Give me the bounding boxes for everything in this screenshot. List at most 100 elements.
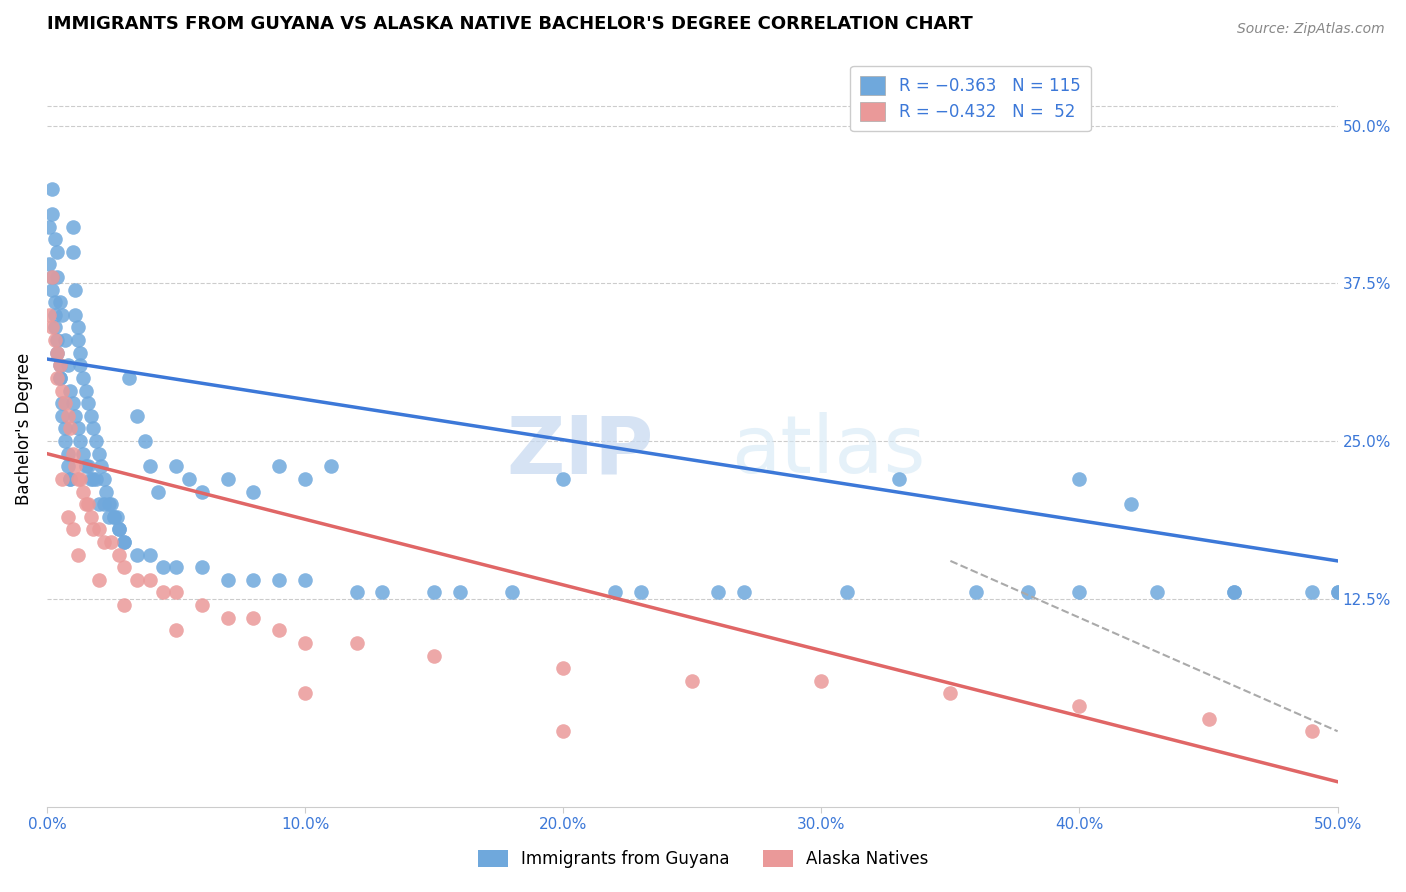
Point — [44, 295, 66, 310]
Point — [56, 409, 79, 423]
Point — [77, 459, 100, 474]
Point — [346, 585, 368, 599]
Point — [72, 447, 94, 461]
Point — [118, 371, 141, 385]
Point — [603, 585, 626, 599]
Point — [371, 585, 394, 599]
Point — [103, 509, 125, 524]
Point — [108, 522, 131, 536]
Y-axis label: Bachelor's Degree: Bachelor's Degree — [15, 352, 32, 505]
Point — [65, 409, 87, 423]
Point — [553, 724, 575, 739]
Point — [84, 434, 107, 448]
Point — [108, 548, 131, 562]
Point — [146, 484, 169, 499]
Point — [217, 610, 239, 624]
Point — [56, 459, 79, 474]
Point — [77, 497, 100, 511]
Point — [1326, 585, 1348, 599]
Point — [165, 560, 187, 574]
Point — [887, 472, 910, 486]
Point — [112, 535, 135, 549]
Point — [53, 421, 76, 435]
Point — [66, 548, 89, 562]
Point — [38, 257, 60, 271]
Point — [75, 459, 97, 474]
Point — [46, 345, 69, 359]
Point — [41, 207, 63, 221]
Point — [108, 522, 131, 536]
Point — [62, 219, 84, 234]
Point — [152, 560, 174, 574]
Point — [51, 308, 73, 322]
Point — [46, 270, 69, 285]
Point — [501, 585, 523, 599]
Point — [51, 409, 73, 423]
Point — [1069, 585, 1091, 599]
Point — [939, 686, 962, 700]
Point — [177, 472, 200, 486]
Point — [53, 333, 76, 347]
Point — [1146, 585, 1168, 599]
Point — [319, 459, 342, 474]
Point — [87, 497, 110, 511]
Point — [62, 396, 84, 410]
Point — [65, 308, 87, 322]
Point — [69, 472, 91, 486]
Point — [49, 371, 72, 385]
Point — [59, 421, 82, 435]
Point — [1119, 497, 1142, 511]
Point — [62, 447, 84, 461]
Point — [87, 522, 110, 536]
Point — [75, 497, 97, 511]
Legend: R = −0.363   N = 115, R = −0.432   N =  52: R = −0.363 N = 115, R = −0.432 N = 52 — [851, 66, 1091, 131]
Point — [84, 472, 107, 486]
Point — [1069, 699, 1091, 714]
Point — [38, 219, 60, 234]
Point — [242, 610, 264, 624]
Point — [62, 522, 84, 536]
Point — [242, 573, 264, 587]
Point — [165, 459, 187, 474]
Point — [1223, 585, 1246, 599]
Point — [810, 673, 832, 688]
Point — [46, 345, 69, 359]
Point — [553, 661, 575, 675]
Point — [44, 320, 66, 334]
Point — [965, 585, 987, 599]
Point — [112, 560, 135, 574]
Point — [41, 283, 63, 297]
Point — [1223, 585, 1246, 599]
Point — [80, 509, 103, 524]
Point — [80, 409, 103, 423]
Point — [80, 472, 103, 486]
Point — [49, 359, 72, 373]
Point — [87, 447, 110, 461]
Point — [269, 624, 291, 638]
Point — [191, 560, 214, 574]
Point — [553, 472, 575, 486]
Point — [152, 585, 174, 599]
Point — [69, 434, 91, 448]
Point — [294, 472, 316, 486]
Point — [38, 308, 60, 322]
Point — [44, 232, 66, 246]
Point — [127, 409, 149, 423]
Point — [72, 371, 94, 385]
Point — [62, 244, 84, 259]
Point — [51, 384, 73, 398]
Point — [66, 320, 89, 334]
Point — [87, 573, 110, 587]
Point — [217, 472, 239, 486]
Point — [66, 333, 89, 347]
Point — [90, 459, 112, 474]
Point — [733, 585, 755, 599]
Point — [66, 472, 89, 486]
Point — [69, 359, 91, 373]
Point — [191, 598, 214, 612]
Point — [41, 320, 63, 334]
Point — [165, 624, 187, 638]
Point — [1326, 585, 1348, 599]
Point — [100, 497, 122, 511]
Point — [112, 598, 135, 612]
